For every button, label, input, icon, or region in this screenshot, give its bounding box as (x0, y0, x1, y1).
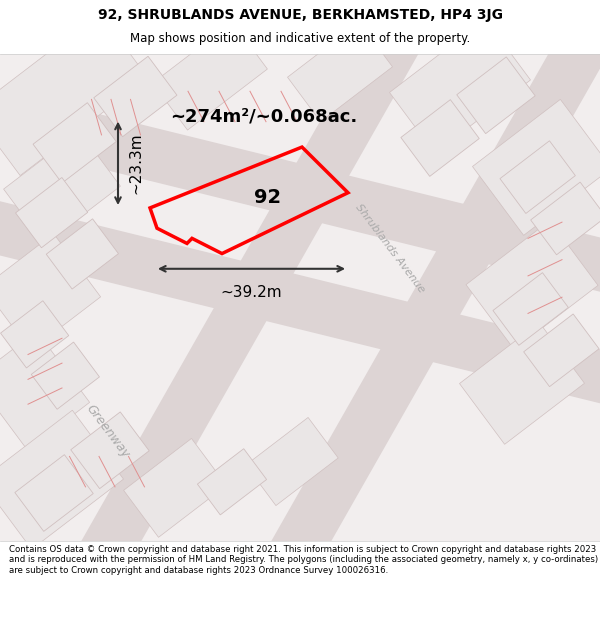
Polygon shape (472, 99, 600, 236)
Polygon shape (94, 56, 177, 137)
Polygon shape (401, 99, 479, 176)
Polygon shape (16, 177, 88, 248)
Text: Greenway: Greenway (84, 402, 132, 460)
Polygon shape (71, 412, 149, 489)
Text: Shrublands Avenue: Shrublands Avenue (353, 202, 427, 295)
Polygon shape (246, 418, 338, 506)
Polygon shape (4, 131, 121, 244)
Polygon shape (152, 22, 268, 130)
Polygon shape (457, 57, 535, 134)
Polygon shape (33, 102, 116, 183)
Polygon shape (0, 13, 148, 176)
Polygon shape (15, 454, 93, 531)
Polygon shape (287, 22, 392, 122)
Polygon shape (500, 141, 575, 214)
Polygon shape (524, 314, 599, 387)
Polygon shape (389, 19, 530, 153)
Polygon shape (530, 182, 600, 255)
Text: ~23.3m: ~23.3m (128, 132, 143, 194)
Text: 92, SHRUBLANDS AVENUE, BERKHAMSTED, HP4 3JG: 92, SHRUBLANDS AVENUE, BERKHAMSTED, HP4 … (97, 8, 503, 22)
Text: Contains OS data © Crown copyright and database right 2021. This information is : Contains OS data © Crown copyright and d… (9, 545, 598, 574)
Polygon shape (0, 410, 124, 549)
Text: ~39.2m: ~39.2m (221, 285, 283, 300)
Polygon shape (0, 191, 600, 414)
Polygon shape (0, 79, 600, 302)
Polygon shape (0, 54, 600, 541)
Polygon shape (493, 272, 568, 346)
Polygon shape (0, 331, 89, 450)
Polygon shape (0, 234, 101, 351)
Polygon shape (197, 449, 266, 515)
Text: ~274m²/~0.068ac.: ~274m²/~0.068ac. (170, 107, 357, 126)
Polygon shape (1, 301, 69, 368)
Polygon shape (466, 221, 598, 349)
Text: 92: 92 (254, 188, 281, 208)
Polygon shape (77, 20, 422, 574)
Polygon shape (460, 322, 584, 444)
Text: Map shows position and indicative extent of the property.: Map shows position and indicative extent… (130, 32, 470, 45)
Polygon shape (31, 342, 100, 409)
Polygon shape (268, 20, 600, 574)
Polygon shape (124, 439, 226, 538)
Polygon shape (46, 219, 118, 289)
